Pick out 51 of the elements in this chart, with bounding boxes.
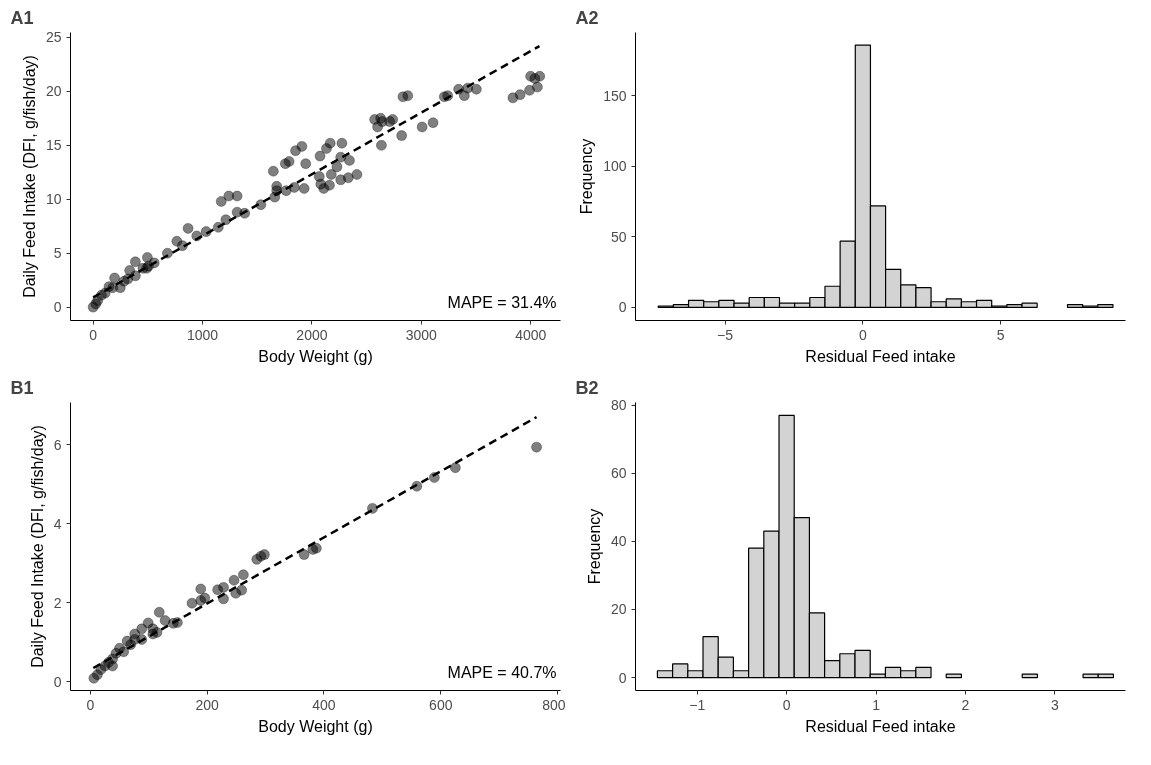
y-tick-label: 20 [45, 83, 62, 100]
y-tick-label: 60 [610, 465, 627, 482]
chart-title: A1 [10, 7, 34, 28]
x-tick-label: 1 [872, 696, 881, 713]
y-tick-label: 80 [610, 397, 627, 414]
x-axis-title: Body Weight (g) [258, 347, 373, 365]
chart-title: B2 [575, 377, 599, 398]
y-tick-label: 150 [603, 87, 627, 104]
x-tick-label: 0 [86, 696, 95, 713]
y-tick-label: 25 [45, 29, 62, 46]
x-axis-title: Body Weight (g) [258, 717, 373, 735]
y-tick-label: 5 [53, 245, 62, 262]
y-tick-label: 10 [45, 191, 62, 208]
y-tick-label: 100 [603, 158, 627, 175]
y-tick-label: 0 [618, 299, 627, 316]
x-tick-label: 400 [312, 696, 336, 713]
y-axis-title: Daily Feed Intake (DFI, g/fish/day) [28, 425, 46, 668]
x-tick-label: 5 [996, 326, 1005, 343]
chart-title: A2 [575, 7, 599, 28]
y-tick-label: 50 [610, 228, 627, 245]
x-tick-label: 3000 [405, 326, 438, 343]
x-tick-label: 600 [429, 696, 453, 713]
y-tick-label: 0 [618, 669, 627, 686]
y-axis-title: Daily Feed Intake (DFI, g/fish/day) [20, 55, 38, 298]
y-axis-title: Frequency [585, 508, 603, 585]
x-tick-label: 0 [782, 696, 791, 713]
x-tick-label: 1000 [186, 326, 219, 343]
y-tick-label: 2 [53, 594, 62, 611]
x-axis-title: Residual Feed intake [805, 717, 956, 735]
x-tick-label: 0 [858, 326, 867, 343]
x-tick-label: 2000 [296, 326, 328, 343]
x-tick-label: 800 [542, 696, 566, 713]
x-tick-label: 0 [89, 326, 98, 343]
x-axis-title: Residual Feed intake [805, 347, 956, 365]
x-tick-label: −1 [689, 696, 706, 713]
x-tick-label: −5 [717, 326, 734, 343]
y-tick-label: 15 [45, 137, 62, 154]
y-tick-label: 20 [610, 601, 627, 618]
x-tick-label: 4000 [515, 326, 547, 343]
y-tick-label: 0 [53, 673, 62, 690]
y-tick-label: 6 [53, 436, 62, 453]
chart-title: B1 [10, 377, 34, 398]
annotation: MAPE = 40.7% [447, 663, 557, 681]
y-axis-title: Frequency [578, 138, 596, 215]
x-tick-label: 3 [1050, 696, 1059, 713]
x-tick-label: 200 [195, 696, 220, 713]
y-tick-label: 4 [53, 515, 62, 532]
y-tick-label: 0 [53, 299, 62, 316]
y-tick-label: 40 [610, 533, 627, 550]
annotation: MAPE = 31.4% [447, 293, 557, 311]
x-tick-label: 2 [961, 696, 970, 713]
